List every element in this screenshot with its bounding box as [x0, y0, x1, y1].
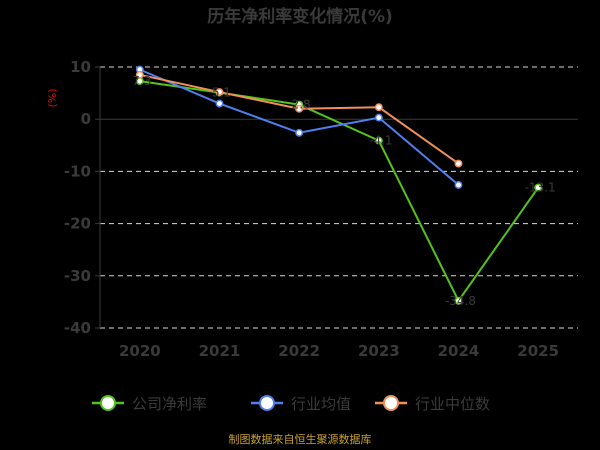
data-label: -4.1 — [369, 134, 392, 148]
legend-swatch-marker — [100, 395, 116, 411]
y-tick-label: 10 — [70, 58, 91, 76]
x-tick-label: 2022 — [278, 342, 320, 360]
data-point — [534, 183, 543, 192]
data-point — [454, 159, 463, 168]
legend-swatch-marker — [383, 395, 399, 411]
data-label: 2.8 — [292, 98, 311, 112]
y-tick-label: -30 — [64, 267, 91, 285]
data-point — [295, 128, 304, 137]
legend-item-label: 行业均值 — [291, 395, 351, 413]
legend-item-label: 行业中位数 — [415, 395, 490, 413]
data-point — [374, 136, 383, 145]
x-tick-label: 2024 — [438, 342, 480, 360]
x-tick-label: 2025 — [517, 342, 559, 360]
data-point — [454, 296, 463, 305]
y-tick-label: -10 — [64, 162, 91, 180]
y-tick-label: 0 — [81, 110, 91, 128]
y-axis-ticks: 10 0 -10 -20 -30 -40 — [64, 58, 101, 337]
data-labels: 7.3 5.1 2.8 -4.1 -34.8 -13.1 — [132, 74, 555, 308]
data-point — [215, 88, 224, 97]
series-line-0 — [139, 80, 539, 303]
data-point — [295, 104, 304, 113]
data-point — [374, 103, 383, 112]
data-point — [135, 70, 144, 79]
data-label: -13.1 — [525, 181, 556, 195]
data-label: 5.1 — [212, 86, 231, 100]
x-axis-ticks: 2020 2021 2022 2023 2024 2025 — [119, 342, 559, 360]
data-point — [374, 113, 383, 122]
source-note: 制图数据来自恒生聚源数据库 — [229, 432, 372, 446]
chart-title: 历年净利率变化情况(%) — [207, 6, 393, 27]
series-line-1 — [139, 68, 460, 186]
x-tick-label: 2021 — [199, 342, 241, 360]
legend-swatch-marker — [259, 395, 275, 411]
x-tick-label: 2020 — [119, 342, 161, 360]
y-axis-unit: (%) — [46, 88, 59, 107]
legend: 公司净利率 行业均值 行业中位数 — [92, 395, 490, 413]
series-lines — [135, 65, 543, 305]
y-tick-label: -20 — [64, 215, 91, 233]
grid-lines — [100, 66, 578, 329]
x-tick-label: 2023 — [358, 342, 400, 360]
legend-item-label: 公司净利率 — [132, 395, 207, 413]
data-label: -34.8 — [445, 294, 476, 308]
data-point — [215, 99, 224, 108]
data-point — [454, 181, 463, 189]
y-tick-label: -40 — [64, 319, 91, 337]
data-label: 7.3 — [132, 74, 151, 88]
